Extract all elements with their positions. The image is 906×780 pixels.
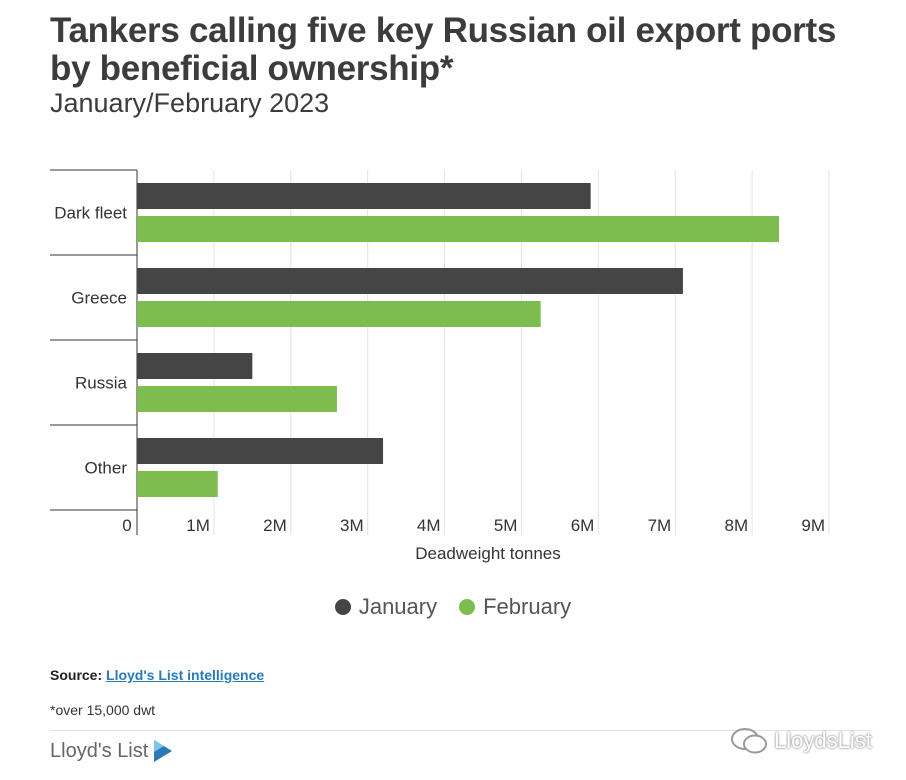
footnote: *over 15,000 dwt <box>50 702 156 718</box>
category-labels: Dark fleet Greece Russia Other <box>54 204 127 478</box>
bars <box>137 183 780 497</box>
x-tick-label: 9M <box>801 516 825 535</box>
x-tick-label: 1M <box>186 516 210 535</box>
bar-other-february[interactable] <box>137 471 218 497</box>
bar-greece-january[interactable] <box>137 268 683 294</box>
x-axis-label: Deadweight tonnes <box>415 544 561 563</box>
category-label: Russia <box>75 374 128 393</box>
legend-item-february[interactable]: February <box>459 594 571 620</box>
bar-russia-february[interactable] <box>137 386 337 412</box>
x-tick-label: 6M <box>571 516 595 535</box>
legend: January February <box>0 594 906 620</box>
x-tick-label: 7M <box>648 516 672 535</box>
watermark-text: LloydsList <box>774 728 872 753</box>
brand-text: Lloyd's List <box>50 739 149 762</box>
bar-chart: Dark fleet Greece Russia Other 0 1M 2M 3M 4M 5M 6… <box>50 169 830 563</box>
bar-russia-january[interactable] <box>137 353 253 379</box>
brand-mark-icon <box>154 740 173 762</box>
x-tick-label: 5M <box>494 516 518 535</box>
footer-divider <box>50 730 870 731</box>
source-line: Source: Lloyd's List intelligence <box>50 667 264 683</box>
legend-label: February <box>483 594 572 619</box>
bar-dark-fleet-february[interactable] <box>137 216 780 242</box>
x-tick-label: 8M <box>724 516 748 535</box>
category-label: Dark fleet <box>54 204 127 223</box>
legend-label: January <box>358 594 438 619</box>
x-tick-label: 0 <box>122 516 131 535</box>
brand-logo: Lloyd's List <box>50 738 174 764</box>
chart-subtitle: January/February 2023 <box>50 88 330 118</box>
legend-swatch <box>334 599 351 615</box>
wechat-icon <box>731 728 767 754</box>
bar-dark-fleet-january[interactable] <box>137 183 591 209</box>
category-label: Greece <box>71 289 127 308</box>
category-label: Other <box>84 459 127 478</box>
bar-greece-february[interactable] <box>137 301 541 327</box>
chart-title: Tankers calling five key Russian oil exp… <box>50 11 837 88</box>
x-tick-label: 4M <box>417 516 441 535</box>
legend-swatch <box>459 599 476 615</box>
watermark: LloydsList <box>730 726 872 756</box>
x-tick-label: 2M <box>263 516 287 535</box>
source-link[interactable]: Lloyd's List intelligence <box>106 667 265 683</box>
legend-item-january[interactable]: January <box>334 594 438 620</box>
x-tick-label: 3M <box>340 516 364 535</box>
source-label: Source: <box>50 667 103 683</box>
bar-other-january[interactable] <box>137 438 384 464</box>
x-tick-labels: 0 1M 2M 3M 4M 5M 6M 7M 8M 9M <box>122 516 825 535</box>
